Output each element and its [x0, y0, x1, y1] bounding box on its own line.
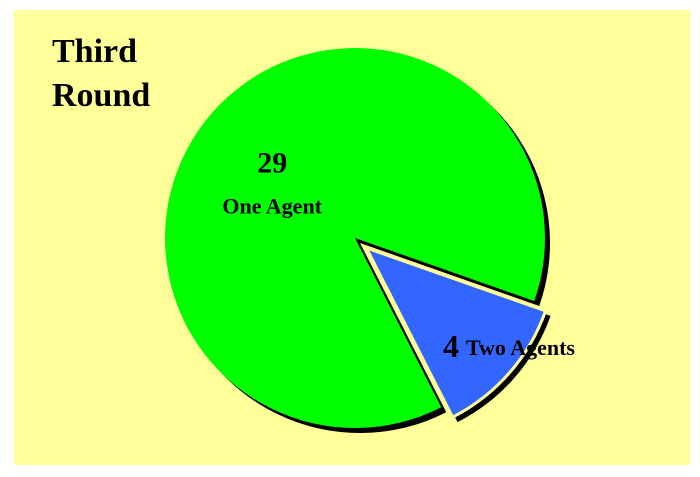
data-label: 29 — [257, 146, 287, 179]
slice-label: One Agent — [222, 194, 322, 219]
chart-title: Third Round — [52, 33, 151, 114]
pie-slice — [363, 245, 548, 420]
slice-label-group: 4 Two Agents — [443, 328, 575, 364]
data-label: 4 — [443, 328, 459, 364]
pie-slice — [164, 48, 545, 429]
slice-label: Two Agents — [466, 335, 575, 360]
